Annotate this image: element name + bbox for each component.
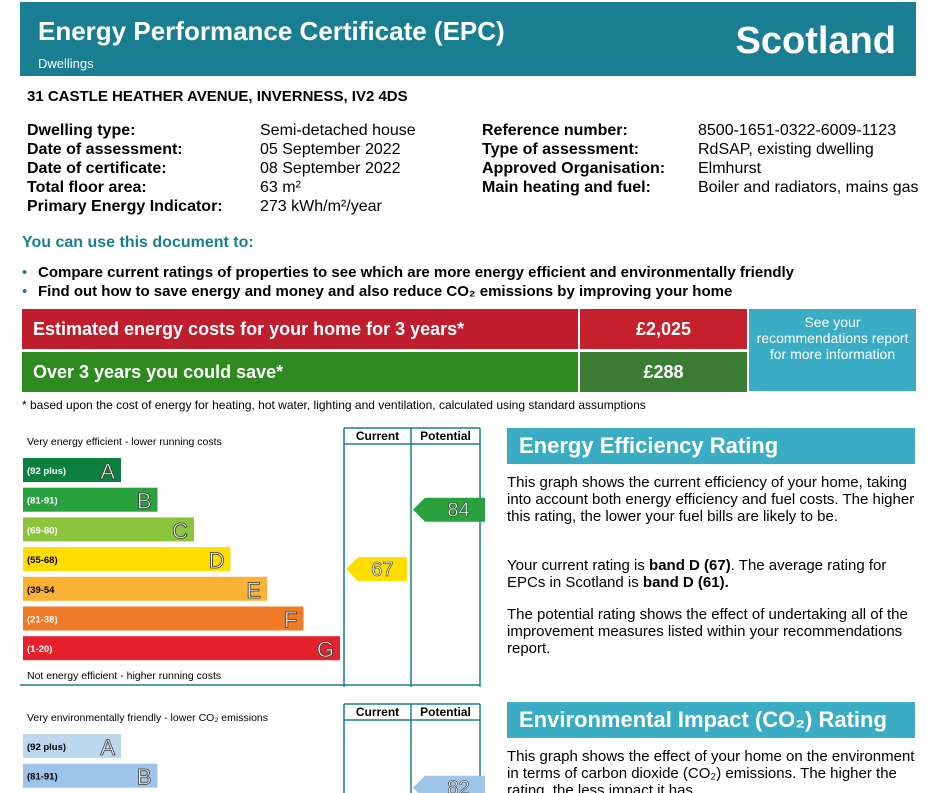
detail-label: Total floor area: <box>27 179 147 196</box>
details-left-values: Semi-detached house 05 September 2022 08… <box>260 121 416 216</box>
detail-label: Type of assessment: <box>482 141 640 158</box>
rating-band-letter: D <box>209 548 225 573</box>
detail-value: 8500-1651-0322-6009-1123 <box>698 122 897 139</box>
detail-label: Reference number: <box>482 122 628 139</box>
details-left-labels: Dwelling type: Date of assessment: Date … <box>27 121 223 216</box>
current-column-header: Current <box>356 705 399 719</box>
rating-band-range: (81-91) <box>27 496 58 507</box>
detail-value: 08 September 2022 <box>260 160 401 177</box>
potential-column-header: Potential <box>420 429 471 443</box>
eer-paragraph-2: Your current rating is band D (67). The … <box>507 557 887 591</box>
rating-band-b <box>23 487 158 512</box>
detail-value: Boiler and radiators, mains gas <box>698 179 919 196</box>
detail-value: 05 September 2022 <box>260 141 401 158</box>
rating-band-a <box>23 458 121 482</box>
potential-rating-arrow <box>413 775 485 793</box>
rating-band-letter: G <box>317 637 334 662</box>
detail-value: Semi-detached house <box>260 122 416 139</box>
eer-paragraph-3: The potential rating shows the effect of… <box>507 606 908 657</box>
current-column-header: Current <box>356 429 399 443</box>
rating-band-letter: F <box>284 608 297 633</box>
estimated-costs-value: £2,025 <box>580 309 747 349</box>
see-recommendations-box: See your recommendations report for more… <box>749 309 916 391</box>
certificate-title: Energy Performance Certificate (EPC) <box>38 16 505 46</box>
savings-label: Over 3 years you could save* <box>22 352 578 392</box>
rating-band-range: (81-91) <box>27 772 58 783</box>
graph-bottom-label: Not energy efficient - higher running co… <box>27 670 221 682</box>
rating-band-f <box>23 606 304 631</box>
rating-band-range: (1-20) <box>27 644 52 655</box>
uses-list: • Compare current ratings of properties t… <box>22 263 794 301</box>
graph-top-label: Very energy efficient - lower running co… <box>27 436 222 448</box>
details-right-labels: Reference number: Type of assessment: Ap… <box>482 121 665 197</box>
rating-band-range: (39-54 <box>27 585 55 596</box>
eer-heading: Energy Efficiency Rating <box>507 428 915 464</box>
savings-value: £288 <box>580 352 747 392</box>
rating-band-letter: A <box>100 735 115 760</box>
epc-header: Energy Performance Certificate (EPC) Dwe… <box>20 2 916 76</box>
detail-label: Dwelling type: <box>27 122 136 139</box>
rating-band-b <box>23 763 158 788</box>
list-item: • Compare current ratings of properties t… <box>22 264 795 281</box>
rating-band-letter: B <box>137 765 152 790</box>
rating-band-range: (21-38) <box>27 615 58 626</box>
use-heading: You can use this document to: <box>22 234 254 251</box>
detail-label: Primary Energy Indicator: <box>27 198 223 215</box>
rating-band-range: (92 plus) <box>27 466 66 477</box>
list-item: • Find out how to save energy and money a… <box>22 283 733 300</box>
graph-top-label: Very environmentally friendly - lower CO… <box>27 712 268 724</box>
detail-value: Elmhurst <box>698 160 762 177</box>
detail-value: RdSAP, existing dwelling <box>698 141 874 158</box>
rating-band-letter: E <box>246 578 261 603</box>
rating-band-a <box>23 734 121 758</box>
detail-value: 63 m² <box>260 179 301 196</box>
detail-label: Date of certificate: <box>27 160 167 177</box>
eir-paragraph-1: This graph shows the effect of your home… <box>507 748 915 793</box>
detail-value: 273 kWh/m²/year <box>260 198 382 215</box>
country-label: Scotland <box>735 20 896 62</box>
energy-efficiency-graph: Current Potential Very energy efficient - … <box>20 427 485 687</box>
details-right-values: 8500-1651-0322-6009-1123 RdSAP, existing… <box>698 121 923 197</box>
rating-band-c <box>23 517 194 542</box>
rating-band-e <box>23 576 267 601</box>
environmental-impact-graph: Current Potential Very environmentally fri… <box>23 703 485 793</box>
potential-rating-value: 84 <box>447 500 469 522</box>
rating-band-letter: B <box>137 489 152 514</box>
eer-paragraph-1: This graph shows the current efficiency … <box>507 474 915 525</box>
certificate-subtitle: Dwellings <box>38 56 94 71</box>
rating-band-range: (55-68) <box>27 555 58 566</box>
rating-band-d <box>23 547 231 572</box>
rating-band-range: (69-80) <box>27 525 58 536</box>
rating-band-g <box>23 636 340 661</box>
current-rating-value: 67 <box>371 559 393 581</box>
rating-band-letter: C <box>172 518 188 543</box>
rating-band-letter: A <box>100 459 115 484</box>
current-rating-arrow <box>346 557 407 582</box>
eir-heading: Environmental Impact (CO₂) Rating <box>507 702 915 738</box>
potential-rating-arrow <box>413 497 485 522</box>
potential-rating-value: 82 <box>447 778 469 793</box>
property-address: 31 CASTLE HEATHER AVENUE, INVERNESS, IV2… <box>27 88 408 105</box>
costs-footnote: * based upon the cost of energy for heat… <box>22 398 646 412</box>
detail-label: Date of assessment: <box>27 141 183 158</box>
potential-column-header: Potential <box>420 705 471 719</box>
detail-label: Main heating and fuel: <box>482 179 651 196</box>
rating-band-range: (92 plus) <box>27 742 66 753</box>
detail-label: Approved Organisation: <box>482 160 666 177</box>
estimated-costs-label: Estimated energy costs for your home for… <box>22 309 578 349</box>
